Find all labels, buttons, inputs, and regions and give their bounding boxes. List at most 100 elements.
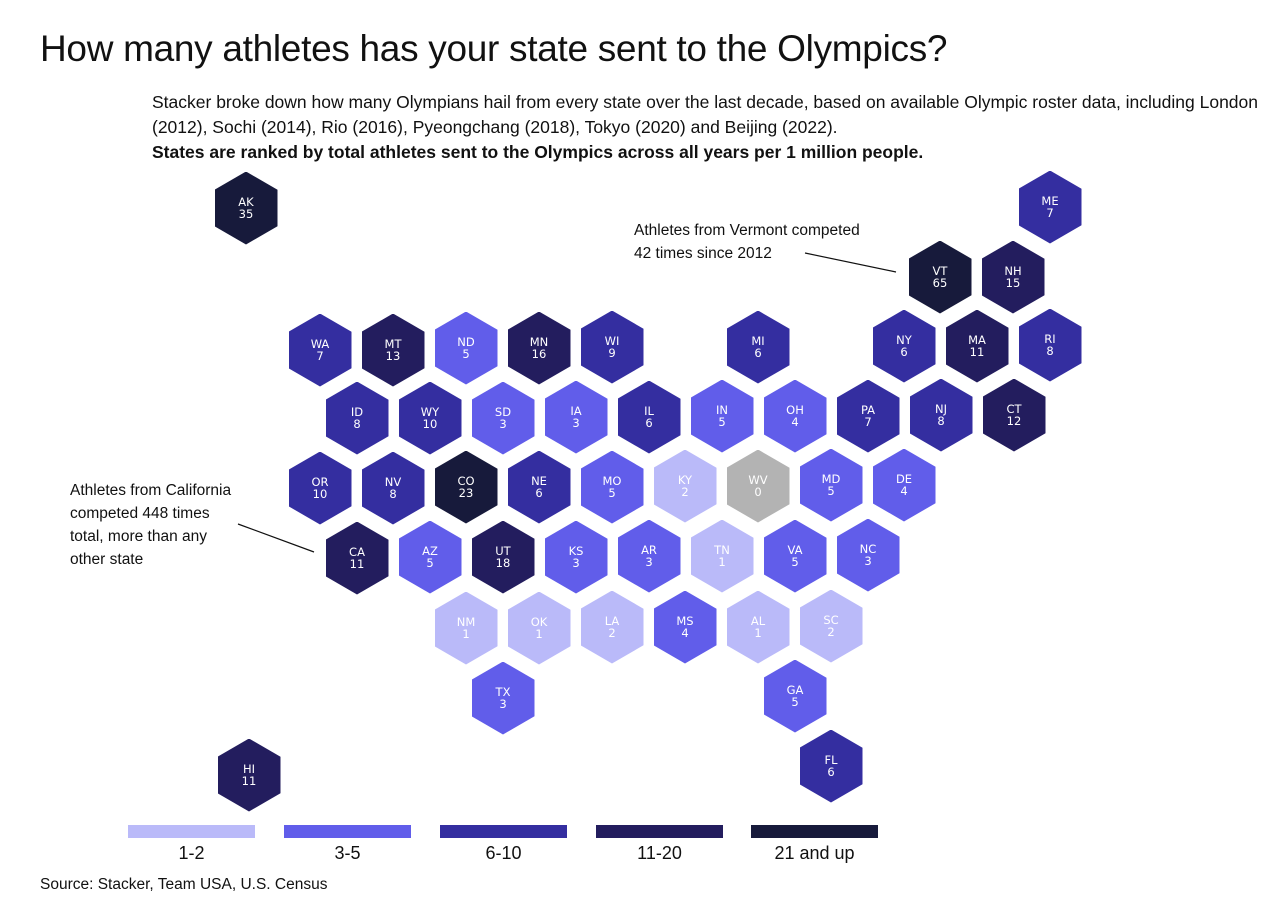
state-value: 11 — [241, 774, 257, 788]
state-value: 23 — [458, 486, 474, 500]
state-code: SD — [494, 405, 512, 419]
state-value: 8 — [937, 414, 945, 428]
state-code: OH — [786, 403, 804, 417]
state-code: IL — [644, 404, 654, 418]
legend-swatch-6-10 — [440, 825, 567, 838]
state-code: AR — [641, 543, 657, 557]
state-value: 6 — [900, 345, 908, 359]
state-value: 5 — [462, 347, 470, 361]
state-value: 5 — [426, 556, 434, 570]
state-code: ID — [350, 405, 364, 419]
legend-swatch-21-and-up — [751, 825, 878, 838]
state-code: OK — [530, 615, 548, 629]
state-code: ND — [457, 335, 475, 349]
state-value: 1 — [462, 627, 470, 641]
state-value: 8 — [389, 487, 397, 501]
state-value: 6 — [827, 765, 835, 779]
state-code: NE — [531, 474, 547, 488]
state-value: 5 — [791, 555, 799, 569]
state-hex-ok: OK 1 — [507, 591, 571, 665]
subtitle-ranking-note: States are ranked by total athletes sent… — [152, 142, 924, 162]
state-hex-az: AZ 5 — [398, 520, 462, 594]
legend-swatch-1-2 — [128, 825, 255, 838]
legend-swatch-3-5 — [284, 825, 411, 838]
state-value: 13 — [385, 349, 401, 363]
state-code: KY — [677, 473, 693, 487]
state-code: SC — [823, 613, 839, 627]
state-value: 2 — [827, 625, 835, 639]
state-code: MD — [821, 472, 841, 486]
state-hex-nm: NM 1 — [434, 591, 498, 665]
state-value: 5 — [791, 695, 799, 709]
state-code: RI — [1044, 332, 1056, 346]
state-value: 4 — [900, 484, 908, 498]
state-value: 10 — [422, 417, 438, 431]
state-value: 3 — [645, 555, 653, 569]
state-value: 4 — [791, 415, 799, 429]
state-value: 3 — [572, 556, 580, 570]
legend-swatch-11-20 — [596, 825, 723, 838]
state-hex-fl: FL 6 — [799, 729, 863, 803]
state-code: PA — [860, 403, 876, 417]
state-value: 35 — [238, 207, 254, 221]
state-hex-tn: TN 1 — [690, 519, 754, 593]
state-hex-ms: MS 4 — [653, 590, 717, 664]
state-code: IN — [716, 403, 728, 417]
state-hex-la: LA 2 — [580, 590, 644, 664]
state-value: 1 — [754, 626, 762, 640]
state-value: 2 — [608, 626, 616, 640]
state-code: DE — [895, 472, 913, 486]
state-value: 3 — [499, 417, 507, 431]
state-code: HI — [242, 762, 256, 776]
legend-label: 1-2 — [178, 843, 205, 863]
state-code: FL — [824, 753, 838, 767]
state-code: KS — [568, 544, 584, 558]
state-value: 1 — [718, 555, 726, 569]
state-code: TX — [495, 685, 511, 699]
state-hex-hi: HI 11 — [217, 738, 281, 812]
state-hex-me: ME 7 — [1018, 170, 1082, 244]
state-code: CO — [457, 474, 475, 488]
subtitle-description: Stacker broke down how many Olympians ha… — [152, 92, 1259, 137]
california-annotation-line: competed 448 times — [70, 505, 210, 522]
state-code: MO — [602, 474, 622, 488]
vermont-annotation-line: 42 times since 2012 — [634, 245, 772, 262]
state-hex-sc: SC 2 — [799, 589, 863, 663]
state-value: 3 — [499, 697, 507, 711]
state-code: WY — [420, 405, 440, 419]
state-code: TN — [714, 543, 730, 557]
state-value: 5 — [608, 486, 616, 500]
state-value: 12 — [1006, 414, 1022, 428]
state-code: VA — [787, 543, 803, 557]
state-code: AL — [750, 614, 766, 628]
state-value: 8 — [1046, 344, 1054, 358]
state-code: OR — [311, 475, 329, 489]
state-code: AK — [238, 195, 254, 209]
state-code: NH — [1004, 264, 1022, 278]
state-hex-nc: NC 3 — [836, 518, 900, 592]
state-value: 15 — [1005, 276, 1021, 290]
state-hex-ut: UT 18 — [471, 520, 535, 594]
state-value: 7 — [1046, 206, 1054, 220]
california-annotation: Athletes from California competed 448 ti… — [70, 479, 231, 571]
state-code: NM — [456, 615, 476, 629]
state-value: 6 — [535, 486, 543, 500]
legend-label: 6-10 — [485, 843, 522, 863]
state-value: 65 — [932, 276, 948, 290]
state-hex-va: VA 5 — [763, 519, 827, 593]
vermont-leader-line — [804, 252, 897, 273]
state-value: 16 — [531, 347, 547, 361]
state-value: 2 — [681, 485, 689, 499]
state-value: 11 — [349, 557, 365, 571]
state-value: 18 — [495, 556, 511, 570]
legend-label: 21 and up — [774, 843, 855, 863]
california-leader-line — [237, 523, 315, 553]
state-code: GA — [786, 683, 804, 697]
state-value: 4 — [681, 626, 689, 640]
state-value: 3 — [572, 416, 580, 430]
source-note: Source: Stacker, Team USA, U.S. Census — [40, 876, 328, 893]
state-code: LA — [604, 614, 620, 628]
vermont-annotation: Athletes from Vermont competed 42 times … — [634, 219, 860, 265]
